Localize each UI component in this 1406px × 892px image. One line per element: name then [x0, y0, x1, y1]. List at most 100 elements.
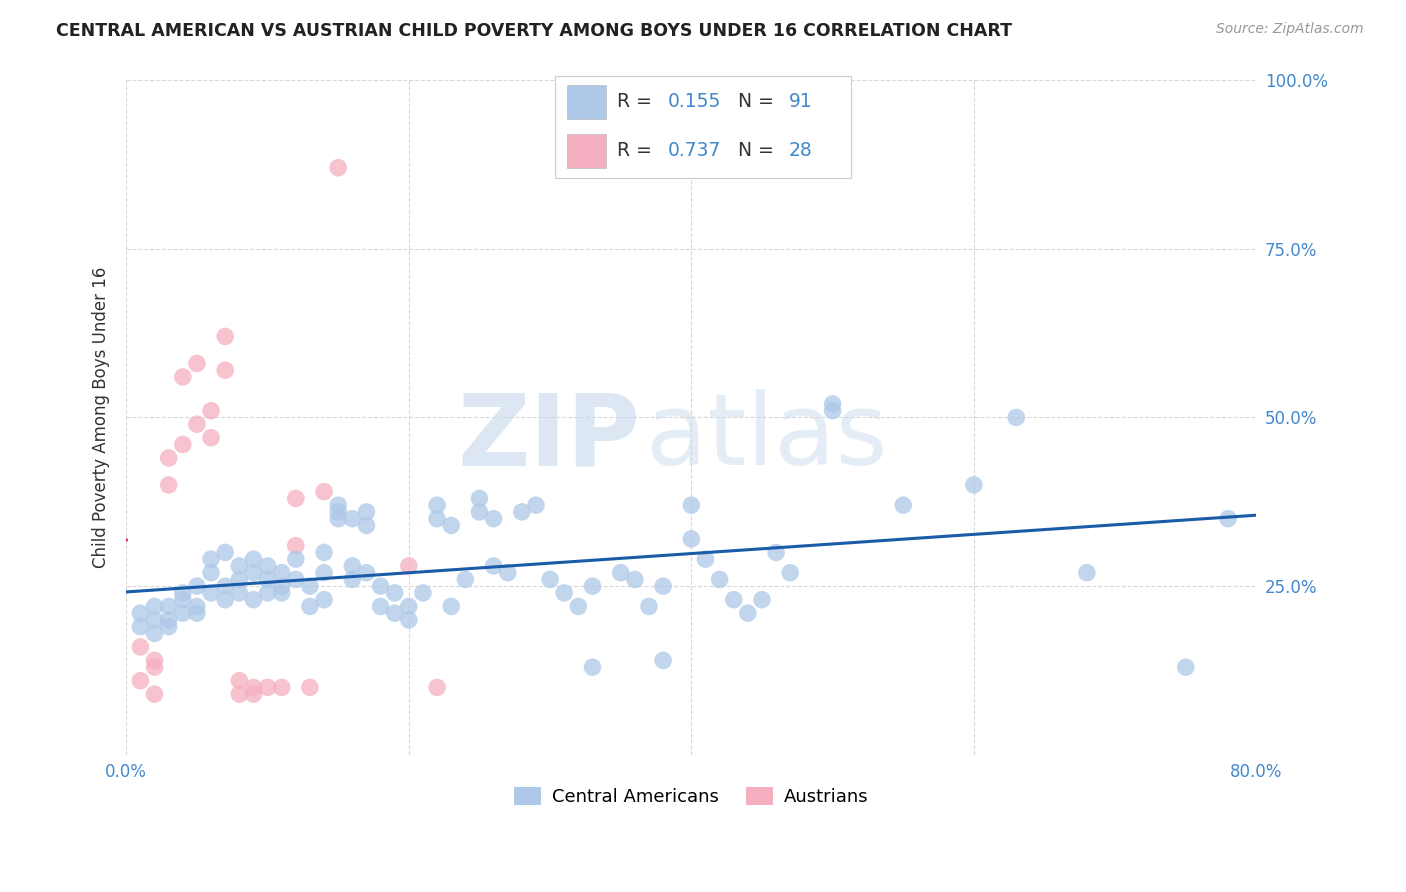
Point: [270, 579, 292, 593]
Point: [398, 599, 420, 614]
Point: [524, 498, 547, 512]
Text: R =: R =: [617, 141, 658, 161]
Point: [143, 613, 166, 627]
Point: [482, 511, 505, 525]
Point: [312, 592, 335, 607]
Point: [284, 539, 307, 553]
FancyBboxPatch shape: [567, 85, 606, 119]
Point: [440, 518, 463, 533]
Point: [638, 599, 661, 614]
Point: [214, 329, 236, 343]
Point: [510, 505, 533, 519]
Point: [200, 403, 222, 417]
Point: [821, 403, 844, 417]
Point: [157, 620, 180, 634]
Text: 0.737: 0.737: [668, 141, 721, 161]
Point: [270, 681, 292, 695]
Point: [356, 505, 378, 519]
Point: [298, 681, 321, 695]
Point: [284, 573, 307, 587]
Point: [342, 558, 364, 573]
Point: [567, 599, 589, 614]
Point: [214, 545, 236, 559]
Point: [496, 566, 519, 580]
Point: [624, 573, 647, 587]
Point: [284, 552, 307, 566]
Point: [1076, 566, 1098, 580]
Point: [129, 640, 152, 654]
Point: [963, 478, 986, 492]
Point: [242, 687, 264, 701]
Point: [129, 620, 152, 634]
Text: 91: 91: [789, 92, 813, 111]
Point: [200, 566, 222, 580]
Point: [312, 566, 335, 580]
Point: [157, 613, 180, 627]
Point: [723, 592, 745, 607]
Point: [553, 586, 575, 600]
Point: [256, 573, 278, 587]
Point: [200, 552, 222, 566]
Point: [609, 566, 631, 580]
Point: [328, 505, 350, 519]
Point: [129, 673, 152, 688]
Point: [1005, 410, 1028, 425]
Point: [214, 579, 236, 593]
Point: [256, 586, 278, 600]
Point: [412, 586, 434, 600]
Point: [468, 505, 491, 519]
Point: [1174, 660, 1197, 674]
Point: [284, 491, 307, 506]
Point: [1218, 511, 1240, 525]
Point: [328, 511, 350, 525]
Point: [356, 518, 378, 533]
Point: [681, 498, 703, 512]
Point: [270, 586, 292, 600]
Point: [298, 579, 321, 593]
Point: [228, 573, 250, 587]
Point: [454, 573, 477, 587]
Point: [652, 579, 675, 593]
Point: [581, 579, 603, 593]
Point: [200, 586, 222, 600]
Point: [328, 161, 350, 175]
Point: [172, 592, 194, 607]
Point: [186, 599, 208, 614]
Point: [440, 599, 463, 614]
Point: [214, 363, 236, 377]
Point: [328, 498, 350, 512]
Point: [157, 599, 180, 614]
Point: [242, 552, 264, 566]
Point: [426, 681, 449, 695]
Point: [143, 599, 166, 614]
Point: [186, 606, 208, 620]
Point: [342, 511, 364, 525]
Point: [695, 552, 717, 566]
Point: [370, 599, 392, 614]
Point: [200, 431, 222, 445]
Point: [228, 673, 250, 688]
Point: [172, 586, 194, 600]
Text: N =: N =: [738, 92, 780, 111]
Text: N =: N =: [738, 141, 780, 161]
Point: [370, 579, 392, 593]
Point: [356, 566, 378, 580]
Point: [242, 592, 264, 607]
Point: [242, 681, 264, 695]
Legend: Central Americans, Austrians: Central Americans, Austrians: [508, 780, 876, 814]
Point: [242, 566, 264, 580]
Point: [765, 545, 787, 559]
Point: [312, 484, 335, 499]
Point: [256, 681, 278, 695]
Text: ZIP: ZIP: [457, 389, 641, 486]
Point: [157, 450, 180, 465]
Text: Source: ZipAtlas.com: Source: ZipAtlas.com: [1216, 22, 1364, 37]
Point: [482, 558, 505, 573]
Point: [751, 592, 773, 607]
Text: R =: R =: [617, 92, 658, 111]
Point: [186, 356, 208, 370]
Point: [468, 491, 491, 506]
Point: [779, 566, 801, 580]
FancyBboxPatch shape: [567, 135, 606, 168]
Point: [228, 586, 250, 600]
